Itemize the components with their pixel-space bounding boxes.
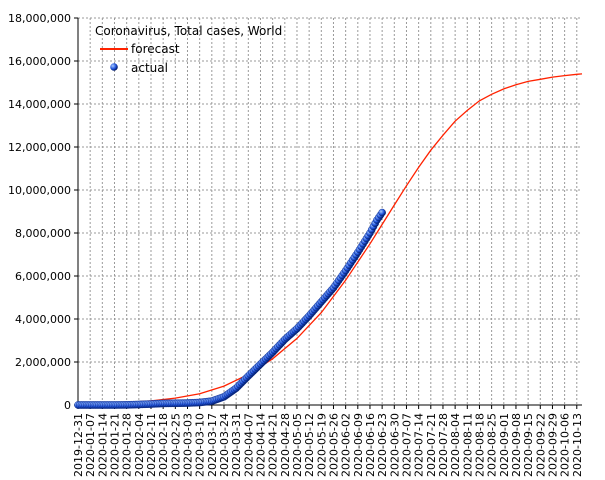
y-tick-label: 14,000,000 <box>8 98 71 111</box>
x-tick-label: 2020-03-24 <box>218 413 231 477</box>
x-tick-label: 2020-10-13 <box>571 413 584 477</box>
x-tick-label: 2020-06-02 <box>340 413 353 477</box>
axes <box>74 17 582 409</box>
x-tick-label: 2020-03-31 <box>230 413 243 477</box>
x-tick-label: 2020-05-19 <box>315 413 328 477</box>
x-tick-label: 2020-05-12 <box>303 413 316 477</box>
y-tick-label: 12,000,000 <box>8 141 71 154</box>
x-tick-label: 2020-07-28 <box>437 413 450 477</box>
y-tick-label: 2,000,000 <box>15 356 71 369</box>
x-tick-label: 2020-09-22 <box>534 413 547 477</box>
x-tick-label: 2020-01-14 <box>96 413 109 477</box>
x-tick-label: 2020-07-21 <box>425 413 438 477</box>
x-tick-label: 2020-03-17 <box>206 413 219 477</box>
x-tick-label: 2020-04-07 <box>242 413 255 477</box>
y-tick-label: 10,000,000 <box>8 184 71 197</box>
x-tick-label: 2020-02-04 <box>133 413 146 477</box>
y-tick-label: 16,000,000 <box>8 55 71 68</box>
x-tick-label: 2020-06-30 <box>388 413 401 477</box>
x-tick-label: 2020-08-11 <box>461 413 474 477</box>
legend-actual-label: actual <box>131 61 168 75</box>
x-tick-label: 2020-07-14 <box>413 413 426 477</box>
x-tick-label: 2020-06-16 <box>364 413 377 477</box>
x-tick-label: 2020-10-06 <box>559 413 572 477</box>
y-tick-label: 0 <box>64 399 71 412</box>
legend-actual-swatch <box>110 63 118 71</box>
y-tick-label: 8,000,000 <box>15 227 71 240</box>
chart-title: Coronavirus, Total cases, World <box>95 24 282 38</box>
y-tick-label: 18,000,000 <box>8 12 71 25</box>
forecast-line <box>77 73 583 405</box>
x-tick-label: 2020-02-18 <box>157 413 170 477</box>
x-tick-label: 2020-06-23 <box>376 413 389 477</box>
x-tick-label: 2020-01-07 <box>84 413 97 477</box>
x-tick-labels: 2019-12-31 2020-01-07 2020-01-14 2020-01-21… <box>72 413 584 477</box>
x-tick-label: 2020-06-09 <box>352 413 365 477</box>
x-tick-label: 2020-09-15 <box>522 413 535 477</box>
x-tick-label: 2020-09-08 <box>510 413 523 477</box>
y-tick-label: 6,000,000 <box>15 270 71 283</box>
y-tick-label: 4,000,000 <box>15 313 71 326</box>
x-tick-label: 2020-08-25 <box>486 413 499 477</box>
series <box>74 73 583 409</box>
x-tick-label: 2020-05-05 <box>291 413 304 477</box>
grid-lines <box>78 17 582 405</box>
x-tick-label: 2020-04-28 <box>279 413 292 477</box>
x-tick-label: 2020-08-18 <box>473 413 486 477</box>
x-tick-label: 2020-09-29 <box>546 413 559 477</box>
x-tick-label: 2020-04-21 <box>267 413 280 477</box>
x-tick-label: 2020-05-26 <box>327 413 340 477</box>
x-tick-label: 2020-07-07 <box>400 413 413 477</box>
x-tick-label: 2020-08-04 <box>449 413 462 477</box>
legend-forecast-label: forecast <box>131 42 180 56</box>
legend: Coronavirus, Total cases, World forecast… <box>95 24 282 75</box>
x-tick-label: 2020-01-21 <box>108 413 121 477</box>
x-tick-label: 2020-03-10 <box>194 413 207 477</box>
actual-point <box>378 208 386 217</box>
x-tick-label: 2020-02-25 <box>169 413 182 477</box>
x-tick-label: 2020-03-03 <box>181 413 194 477</box>
x-tick-label: 2019-12-31 <box>72 413 85 477</box>
x-tick-label: 2020-02-11 <box>145 413 158 477</box>
x-tick-label: 2020-04-14 <box>254 413 267 477</box>
x-tick-label: 2020-09-01 <box>498 413 511 477</box>
x-tick-label: 2020-01-28 <box>121 413 134 477</box>
y-tick-labels: 0 2,000,000 4,000,000 6,000,000 8,000,000 10,… <box>8 12 71 412</box>
